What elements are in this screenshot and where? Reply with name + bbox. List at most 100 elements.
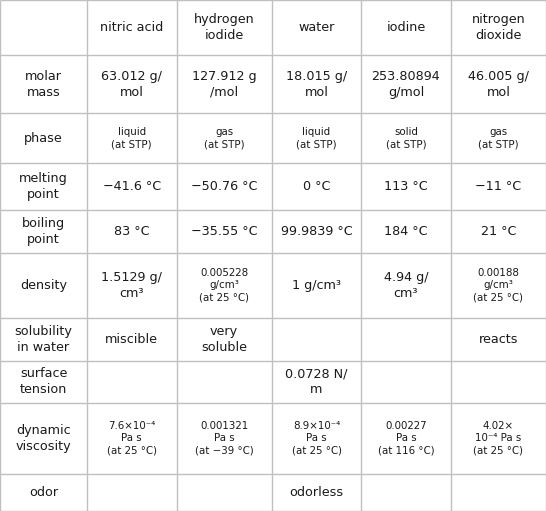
Bar [176, 474, 272, 511]
Bar [176, 55, 272, 113]
Bar [87, 113, 176, 162]
Bar [450, 318, 546, 361]
Text: water: water [298, 21, 335, 34]
Bar [272, 210, 361, 253]
Bar [450, 162, 546, 210]
Bar [0, 474, 87, 511]
Text: −50.76 °C: −50.76 °C [191, 180, 257, 193]
Bar [272, 113, 361, 162]
Text: reacts: reacts [479, 333, 518, 346]
Text: nitrogen
dioxide: nitrogen dioxide [471, 13, 525, 42]
Bar [361, 361, 450, 403]
Bar [87, 210, 176, 253]
Bar [361, 210, 450, 253]
Text: very
soluble: very soluble [201, 325, 247, 354]
Text: gas
(at STP): gas (at STP) [204, 127, 245, 149]
Text: gas
(at STP): gas (at STP) [478, 127, 519, 149]
Text: 1 g/cm³: 1 g/cm³ [292, 278, 341, 292]
Bar [361, 0, 450, 55]
Text: 63.012 g/
mol: 63.012 g/ mol [102, 70, 162, 99]
Text: 253.80894
g/mol: 253.80894 g/mol [372, 70, 440, 99]
Bar [87, 318, 176, 361]
Text: 18.015 g/
mol: 18.015 g/ mol [286, 70, 347, 99]
Text: odor: odor [29, 486, 58, 499]
Bar [361, 113, 450, 162]
Text: 46.005 g/
mol: 46.005 g/ mol [468, 70, 529, 99]
Bar [87, 0, 176, 55]
Bar [176, 210, 272, 253]
Bar [87, 162, 176, 210]
Bar [272, 318, 361, 361]
Bar [450, 55, 546, 113]
Text: 4.02×
10⁻⁴ Pa s
(at 25 °C): 4.02× 10⁻⁴ Pa s (at 25 °C) [473, 421, 524, 456]
Text: 99.9839 °C: 99.9839 °C [281, 225, 352, 238]
Bar [0, 162, 87, 210]
Text: 0.00227
Pa s
(at 116 °C): 0.00227 Pa s (at 116 °C) [378, 421, 434, 456]
Text: −41.6 °C: −41.6 °C [103, 180, 161, 193]
Text: 21 °C: 21 °C [480, 225, 516, 238]
Bar [176, 403, 272, 474]
Bar [450, 361, 546, 403]
Bar [361, 162, 450, 210]
Text: molar
mass: molar mass [25, 70, 62, 99]
Bar [87, 253, 176, 318]
Text: 0.00188
g/cm³
(at 25 °C): 0.00188 g/cm³ (at 25 °C) [473, 268, 524, 303]
Bar [361, 253, 450, 318]
Text: liquid
(at STP): liquid (at STP) [296, 127, 337, 149]
Bar [450, 474, 546, 511]
Text: 0.005228
g/cm³
(at 25 °C): 0.005228 g/cm³ (at 25 °C) [199, 268, 249, 303]
Text: phase: phase [24, 132, 63, 145]
Text: density: density [20, 278, 67, 292]
Bar [450, 210, 546, 253]
Text: solid
(at STP): solid (at STP) [385, 127, 426, 149]
Text: boiling
point: boiling point [22, 217, 65, 246]
Text: −35.55 °C: −35.55 °C [191, 225, 258, 238]
Bar [450, 253, 546, 318]
Bar [361, 403, 450, 474]
Text: 184 °C: 184 °C [384, 225, 428, 238]
Bar [361, 474, 450, 511]
Bar [87, 474, 176, 511]
Bar [0, 0, 87, 55]
Bar [176, 113, 272, 162]
Bar [176, 361, 272, 403]
Text: 0 °C: 0 °C [303, 180, 330, 193]
Bar [0, 253, 87, 318]
Text: nitric acid: nitric acid [100, 21, 163, 34]
Text: solubility
in water: solubility in water [15, 325, 73, 354]
Bar [0, 55, 87, 113]
Text: iodine: iodine [387, 21, 425, 34]
Text: odorless: odorless [289, 486, 343, 499]
Text: 0.0728 N/
m: 0.0728 N/ m [286, 367, 348, 397]
Bar [0, 210, 87, 253]
Text: 113 °C: 113 °C [384, 180, 428, 193]
Text: melting
point: melting point [19, 172, 68, 201]
Bar [0, 113, 87, 162]
Text: miscible: miscible [105, 333, 158, 346]
Bar [272, 0, 361, 55]
Bar [87, 403, 176, 474]
Bar [272, 55, 361, 113]
Text: 0.001321
Pa s
(at −39 °C): 0.001321 Pa s (at −39 °C) [195, 421, 253, 456]
Bar [272, 361, 361, 403]
Text: 4.94 g/
cm³: 4.94 g/ cm³ [384, 271, 428, 300]
Bar [272, 253, 361, 318]
Bar [176, 162, 272, 210]
Bar [450, 0, 546, 55]
Bar [0, 403, 87, 474]
Bar [0, 361, 87, 403]
Bar [361, 318, 450, 361]
Bar [361, 55, 450, 113]
Bar [450, 113, 546, 162]
Bar [176, 0, 272, 55]
Bar [272, 403, 361, 474]
Text: liquid
(at STP): liquid (at STP) [111, 127, 152, 149]
Bar [176, 318, 272, 361]
Bar [272, 162, 361, 210]
Text: −11 °C: −11 °C [475, 180, 521, 193]
Text: 83 °C: 83 °C [114, 225, 150, 238]
Text: hydrogen
iodide: hydrogen iodide [194, 13, 254, 42]
Bar [450, 403, 546, 474]
Bar [0, 318, 87, 361]
Text: 7.6×10⁻⁴
Pa s
(at 25 °C): 7.6×10⁻⁴ Pa s (at 25 °C) [107, 421, 157, 456]
